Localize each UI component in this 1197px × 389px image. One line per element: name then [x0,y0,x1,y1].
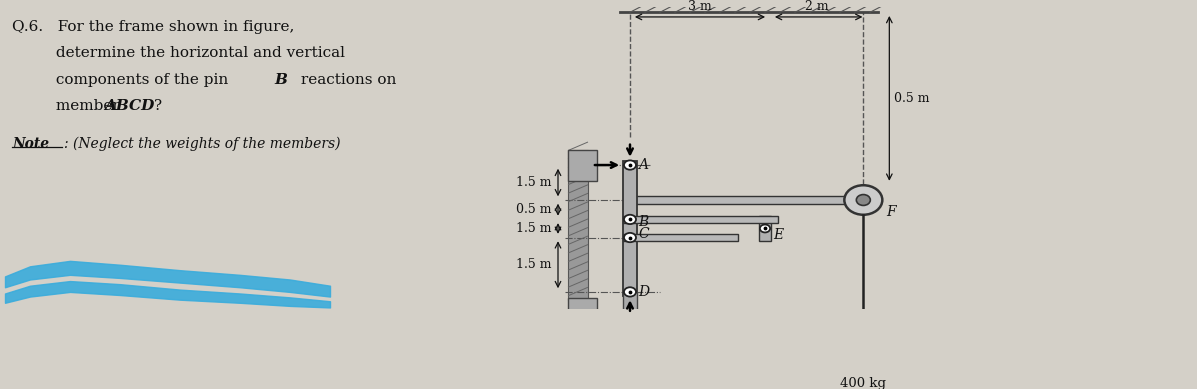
Bar [622,234,739,242]
Text: F: F [886,205,897,219]
Circle shape [760,224,770,233]
Text: A: A [638,158,648,172]
Bar [846,323,880,370]
Bar [569,149,588,300]
Text: Q.6.   For the frame shown in figure,: Q.6. For the frame shown in figure, [12,20,294,34]
Text: reactions on: reactions on [296,73,396,87]
Text: ?: ? [154,99,162,113]
Text: 1.5 m: 1.5 m [516,222,552,235]
Text: ABCD: ABCD [104,99,154,113]
Circle shape [844,185,882,215]
Text: 2 m: 2 m [804,0,828,13]
Bar [569,149,597,180]
Text: determine the horizontal and vertical: determine the horizontal and vertical [12,46,345,60]
Text: 0.5 m: 0.5 m [516,203,552,216]
Bar [622,216,778,223]
Bar [630,196,863,204]
Circle shape [624,287,636,296]
Circle shape [624,215,636,224]
Text: C: C [638,228,649,242]
Text: 1.5 m: 1.5 m [516,258,552,271]
Text: member: member [12,99,124,113]
Text: Note: Note [12,137,49,151]
Bar [759,216,771,242]
Text: B: B [638,215,649,229]
Text: components of the pin: components of the pin [12,73,233,87]
Circle shape [856,194,870,205]
Bar [622,161,637,296]
Text: 400 kg: 400 kg [840,377,886,389]
Text: : (Neglect the weights of the members): : (Neglect the weights of the members) [63,137,340,151]
Circle shape [624,160,636,170]
Text: B: B [274,73,287,87]
Text: 0.5 m: 0.5 m [894,92,930,105]
Circle shape [624,233,636,242]
Text: 1.5 m: 1.5 m [516,176,552,189]
Text: D: D [638,285,649,299]
Text: 3 m: 3 m [688,0,712,13]
Bar [622,292,637,314]
Text: E: E [773,228,783,242]
Bar [569,298,597,314]
